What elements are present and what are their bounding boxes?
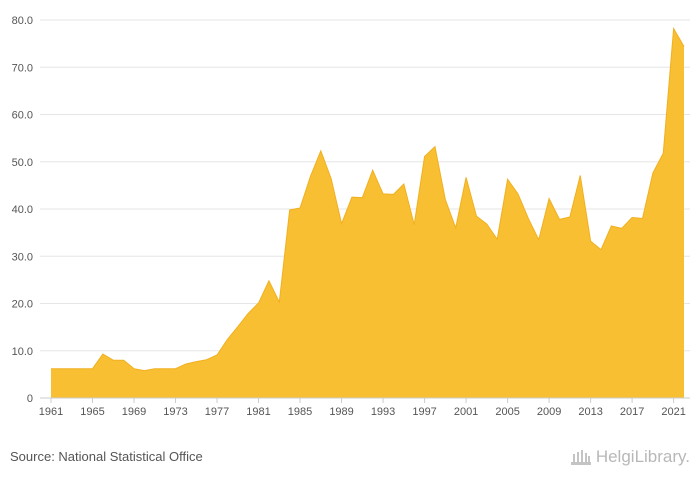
x-tick-label: 2001 — [454, 406, 478, 418]
library-building-icon — [570, 450, 591, 465]
area-chart: 1961 1965 1969 1973 1977 1981 1985 1989 1993 1997… — [12, 15, 690, 418]
helgilibrary-logo[interactable]: HelgiLibrary. — [570, 447, 690, 467]
x-tick-label: 1985 — [288, 406, 312, 418]
x-tick-label: 1989 — [329, 406, 353, 418]
y-tick-label: 20.0 — [12, 299, 33, 311]
x-tick-label: 2005 — [495, 406, 519, 418]
plot-area — [51, 26, 685, 398]
x-tick-label: 2013 — [578, 406, 602, 418]
logo-text: HelgiLibrary. — [595, 447, 690, 466]
x-tick-label: 1961 — [39, 406, 63, 418]
y-tick-label: 80.0 — [12, 15, 33, 27]
y-tick-label: 50.0 — [12, 157, 33, 169]
y-tick-label: 70.0 — [12, 62, 33, 74]
x-tick-label: 2021 — [661, 406, 685, 418]
x-tick-label: 1969 — [122, 406, 146, 418]
y-tick-label: 30.0 — [12, 251, 33, 263]
y-tick-label: 60.0 — [12, 110, 33, 122]
y-axis: 0 10.0 20.0 30.0 40.0 50.0 60.0 70.0 80.0 — [12, 15, 33, 405]
x-tick-label: 2009 — [537, 406, 561, 418]
y-tick-label: 10.0 — [12, 346, 33, 358]
x-tick-label: 1973 — [163, 406, 187, 418]
x-tick-label: 1981 — [246, 406, 270, 418]
y-tick-label: 0 — [27, 393, 33, 405]
source-note: Source: National Statistical Office — [10, 449, 203, 464]
x-tick-label: 1977 — [205, 406, 229, 418]
x-tick-label: 2017 — [620, 406, 644, 418]
area-series — [51, 28, 684, 398]
area-outline — [51, 26, 685, 372]
x-tick-label: 1997 — [412, 406, 436, 418]
y-tick-label: 40.0 — [12, 204, 33, 216]
x-axis: 1961 1965 1969 1973 1977 1981 1985 1989 1993 1997… — [39, 397, 690, 418]
x-tick-label: 1993 — [371, 406, 395, 418]
x-tick-label: 1965 — [80, 406, 104, 418]
